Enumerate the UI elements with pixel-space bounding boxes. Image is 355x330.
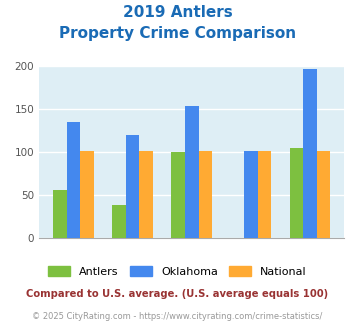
Bar <box>198 151 212 238</box>
Text: © 2025 CityRating.com - https://www.cityrating.com/crime-statistics/: © 2025 CityRating.com - https://www.city… <box>32 312 323 321</box>
Bar <box>53 190 66 238</box>
Bar <box>185 106 198 238</box>
Bar <box>317 151 331 238</box>
Bar <box>112 205 126 238</box>
Text: Property Crime Comparison: Property Crime Comparison <box>59 26 296 41</box>
Bar <box>258 151 271 238</box>
Bar <box>171 152 185 238</box>
Bar <box>139 151 153 238</box>
Text: 2019 Antlers: 2019 Antlers <box>122 5 233 20</box>
Text: Compared to U.S. average. (U.S. average equals 100): Compared to U.S. average. (U.S. average … <box>26 289 329 299</box>
Bar <box>244 151 258 238</box>
Bar <box>303 69 317 238</box>
Bar <box>66 122 80 238</box>
Legend: Antlers, Oklahoma, National: Antlers, Oklahoma, National <box>44 261 311 281</box>
Bar <box>290 148 303 238</box>
Bar <box>80 151 94 238</box>
Bar <box>126 136 139 238</box>
